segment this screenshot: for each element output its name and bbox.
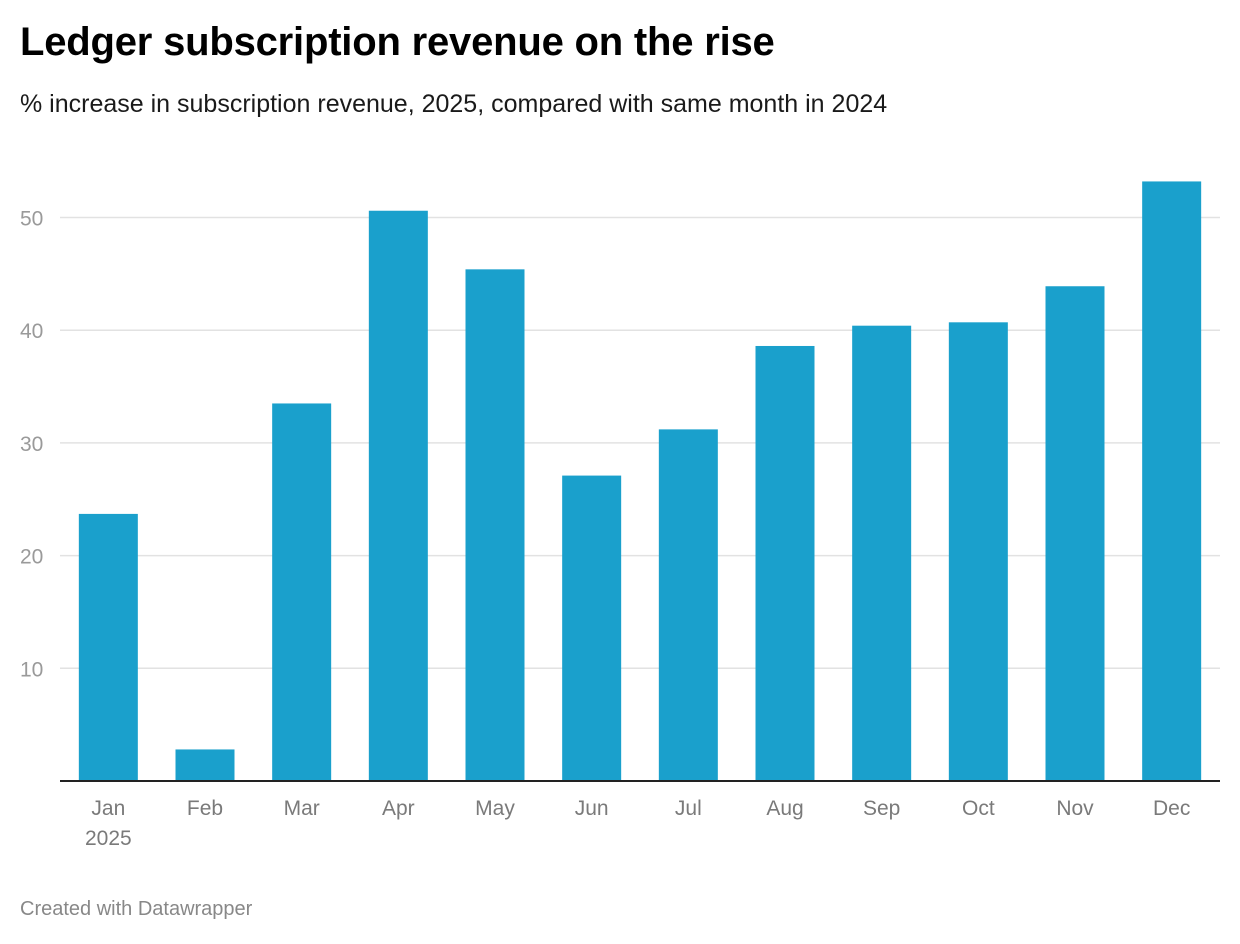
bar-may <box>465 269 525 781</box>
y-tick-label: 10 <box>20 658 43 681</box>
x-tick-label: Feb <box>187 797 223 820</box>
bar-mar <box>272 403 332 781</box>
gridlines <box>60 216 1220 670</box>
y-tick-label: 40 <box>20 320 43 343</box>
bar-oct <box>948 322 1008 781</box>
bar-aug <box>755 345 815 781</box>
bar-nov <box>1045 286 1105 781</box>
chart-subtitle: % increase in subscription revenue, 2025… <box>20 90 888 118</box>
bar-jan <box>78 513 138 781</box>
x-tick-label: Mar <box>284 797 320 820</box>
bars <box>78 181 1202 781</box>
x-tick-label: Oct <box>962 797 995 820</box>
bar-jun <box>562 475 622 781</box>
y-tick-label: 30 <box>20 433 43 456</box>
bar-dec <box>1142 181 1202 781</box>
bar-feb <box>175 749 235 781</box>
bar-jul <box>658 429 718 781</box>
y-tick-label: 50 <box>20 208 43 231</box>
y-tick-label: 20 <box>20 546 43 569</box>
x-tick-label: May <box>475 797 515 820</box>
bar-apr <box>368 210 428 781</box>
x-axis-labels: Jan 2025 Feb Mar Apr May Jun Jul Aug Sep Oct Nov Dec <box>85 797 1190 850</box>
x-tick-label: Aug <box>766 797 803 820</box>
x-tick-label: Nov <box>1056 797 1094 820</box>
x-tick-label: Apr <box>382 797 415 820</box>
x-tick-label: Dec <box>1153 797 1190 820</box>
x-tick-label: Jun <box>575 797 609 820</box>
x-tick-label: Jan <box>91 797 125 820</box>
y-axis-ticks: 10 20 30 40 50 <box>20 208 43 682</box>
bar-chart: 10 20 30 40 50 Jan 2025 Feb Mar Apr May Jun Jul Aug S… <box>20 181 1220 850</box>
x-tick-label: Sep <box>863 797 900 820</box>
bar-sep <box>852 325 912 781</box>
credit-footer: Created with Datawrapper <box>20 898 253 920</box>
x-year-label: 2025 <box>85 827 132 850</box>
chart-title: Ledger subscription revenue on the rise <box>20 20 775 64</box>
x-tick-label: Jul <box>675 797 702 820</box>
